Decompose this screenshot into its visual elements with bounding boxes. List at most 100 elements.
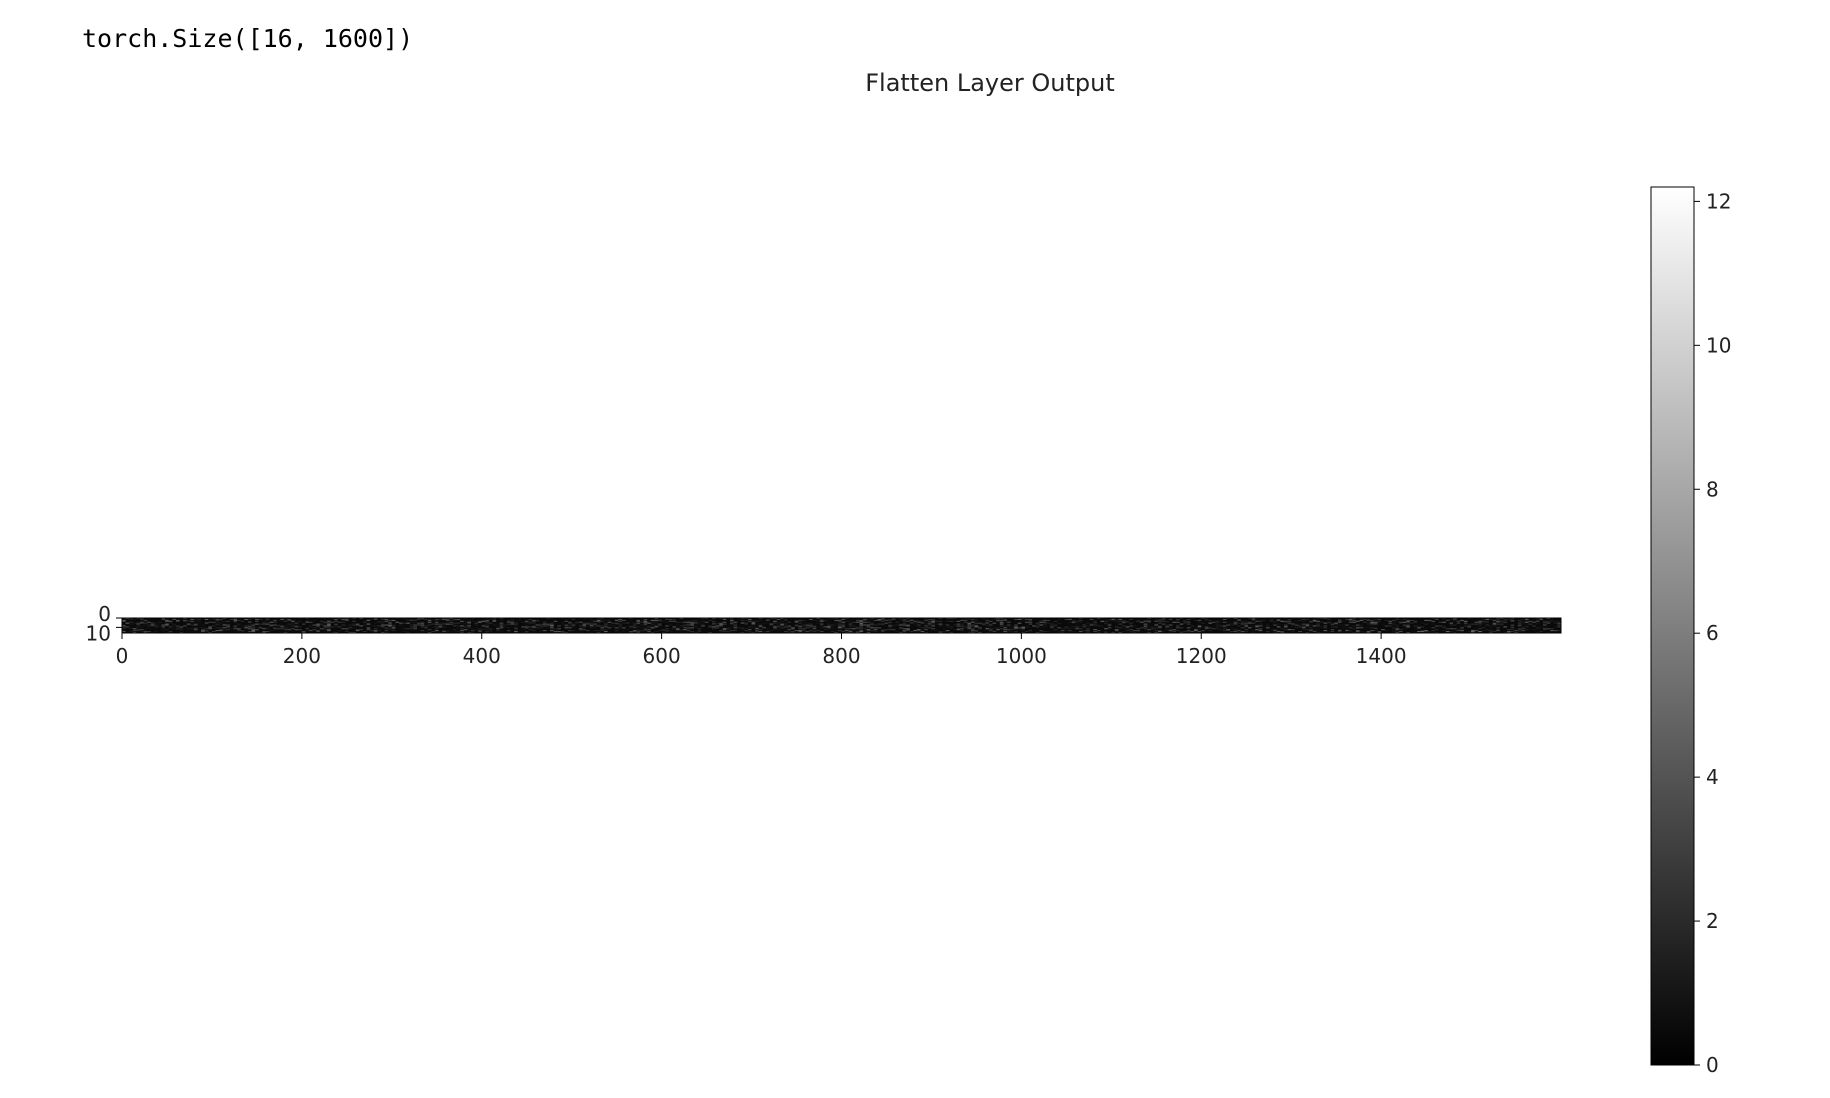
heatmap-cell: [596, 625, 601, 627]
heatmap-cell: [470, 620, 475, 622]
heatmap-cell: [1064, 627, 1069, 629]
heatmap-cell: [1337, 624, 1342, 626]
heatmap-cell: [1413, 628, 1418, 630]
heatmap-cell: [582, 626, 587, 628]
heatmap-cell: [866, 624, 871, 626]
heatmap-cell: [618, 626, 623, 628]
heatmap-cell: [1496, 621, 1500, 623]
heatmap-cell: [1276, 630, 1281, 632]
heatmap-cell: [1445, 631, 1450, 633]
heatmap-cell: [985, 625, 989, 627]
heatmap-cell: [1453, 624, 1457, 626]
heatmap-cell: [841, 628, 846, 630]
heatmap-cell: [787, 626, 792, 628]
heatmap-cell: [866, 621, 871, 623]
heatmap-cell: [1517, 619, 1522, 621]
heatmap-cell: [873, 627, 878, 629]
heatmap-cell: [283, 620, 288, 622]
heatmap-cell: [1359, 624, 1364, 626]
heatmap-cell: [1535, 619, 1540, 621]
heatmap-cell: [863, 621, 867, 623]
heatmap-cell: [1492, 625, 1497, 627]
heatmap-cell: [377, 625, 382, 627]
heatmap-cell: [755, 631, 759, 633]
heatmap-cell: [341, 618, 346, 620]
heatmap-cell: [776, 621, 781, 623]
heatmap-cell: [1460, 627, 1464, 629]
heatmap-cell: [679, 630, 684, 632]
heatmap-cell: [409, 624, 414, 626]
heatmap-cell: [927, 624, 932, 626]
heatmap-cell: [819, 620, 824, 622]
heatmap-cell: [1334, 622, 1338, 624]
heatmap-cell: [902, 618, 907, 620]
heatmap-cell: [553, 630, 558, 632]
heatmap-cell: [902, 628, 907, 630]
heatmap-cell: [1204, 627, 1209, 629]
heatmap-cell: [1024, 631, 1029, 633]
heatmap-cell: [388, 628, 392, 630]
heatmap-cell: [485, 620, 489, 622]
heatmap-cell: [1283, 629, 1288, 631]
heatmap-cell: [373, 625, 378, 627]
heatmap-cell: [1230, 628, 1234, 630]
heatmap-cell: [219, 624, 223, 626]
heatmap-cell: [240, 626, 245, 628]
heatmap-cell: [1089, 623, 1094, 625]
heatmap-cell: [1420, 626, 1425, 628]
heatmap-cell: [676, 627, 680, 629]
heatmap-cell: [229, 628, 234, 630]
heatmap-cell: [805, 624, 810, 626]
heatmap-cell: [701, 623, 705, 625]
heatmap-cell: [1510, 626, 1515, 628]
heatmap-cell: [938, 624, 943, 626]
heatmap-cell: [1039, 619, 1043, 621]
heatmap-cell: [852, 626, 856, 628]
heatmap-cell: [614, 627, 619, 629]
heatmap-cell: [1118, 627, 1123, 629]
heatmap-cell: [1255, 630, 1259, 632]
heatmap-cell: [1445, 628, 1450, 630]
heatmap-cell: [1305, 624, 1310, 626]
heatmap-cell: [337, 630, 342, 632]
x-axis: 0 200 400 600 800 1000 1200 1400: [116, 633, 1407, 668]
heatmap-cell: [632, 624, 637, 626]
heatmap-cell: [841, 624, 846, 626]
heatmap-cell: [640, 631, 644, 633]
heatmap-cell: [568, 622, 572, 624]
heatmap-cell: [1550, 628, 1554, 630]
heatmap-cell: [650, 625, 655, 627]
heatmap-cell: [1078, 621, 1083, 623]
heatmap-cell: [690, 621, 694, 623]
heatmap-cell: [1370, 624, 1374, 626]
heatmap-cell: [287, 618, 292, 620]
heatmap-cell: [776, 626, 781, 628]
heatmap-cell: [337, 621, 342, 623]
heatmap-cell: [1183, 621, 1187, 623]
heatmap-cell: [751, 622, 756, 624]
heatmap-cell: [323, 625, 328, 627]
heatmap-cell: [1078, 620, 1083, 622]
heatmap-cell: [1262, 619, 1267, 621]
heatmap-cell: [1258, 623, 1263, 625]
heatmap-cell: [1082, 624, 1087, 626]
heatmap-cell: [758, 624, 763, 626]
heatmap-cell: [219, 629, 223, 631]
heatmap-cell: [1132, 625, 1137, 627]
heatmap-cell: [1129, 626, 1133, 628]
heatmap-cell: [917, 629, 921, 631]
heatmap-cell: [1489, 625, 1493, 627]
heatmap-cell: [578, 628, 583, 630]
heatmap-cell: [1273, 630, 1277, 632]
heatmap-cell: [1003, 627, 1007, 629]
heatmap-cell: [1194, 629, 1198, 631]
heatmap-cell: [1309, 627, 1313, 629]
heatmap-cell: [1337, 631, 1342, 633]
heatmap-cell: [1309, 629, 1313, 631]
heatmap-cell: [1492, 630, 1497, 632]
heatmap-cell: [801, 619, 806, 621]
heatmap-cell: [643, 625, 648, 627]
heatmap-cell: [334, 623, 338, 625]
heatmap-cell: [658, 624, 662, 626]
heatmap-cell: [1334, 626, 1338, 628]
